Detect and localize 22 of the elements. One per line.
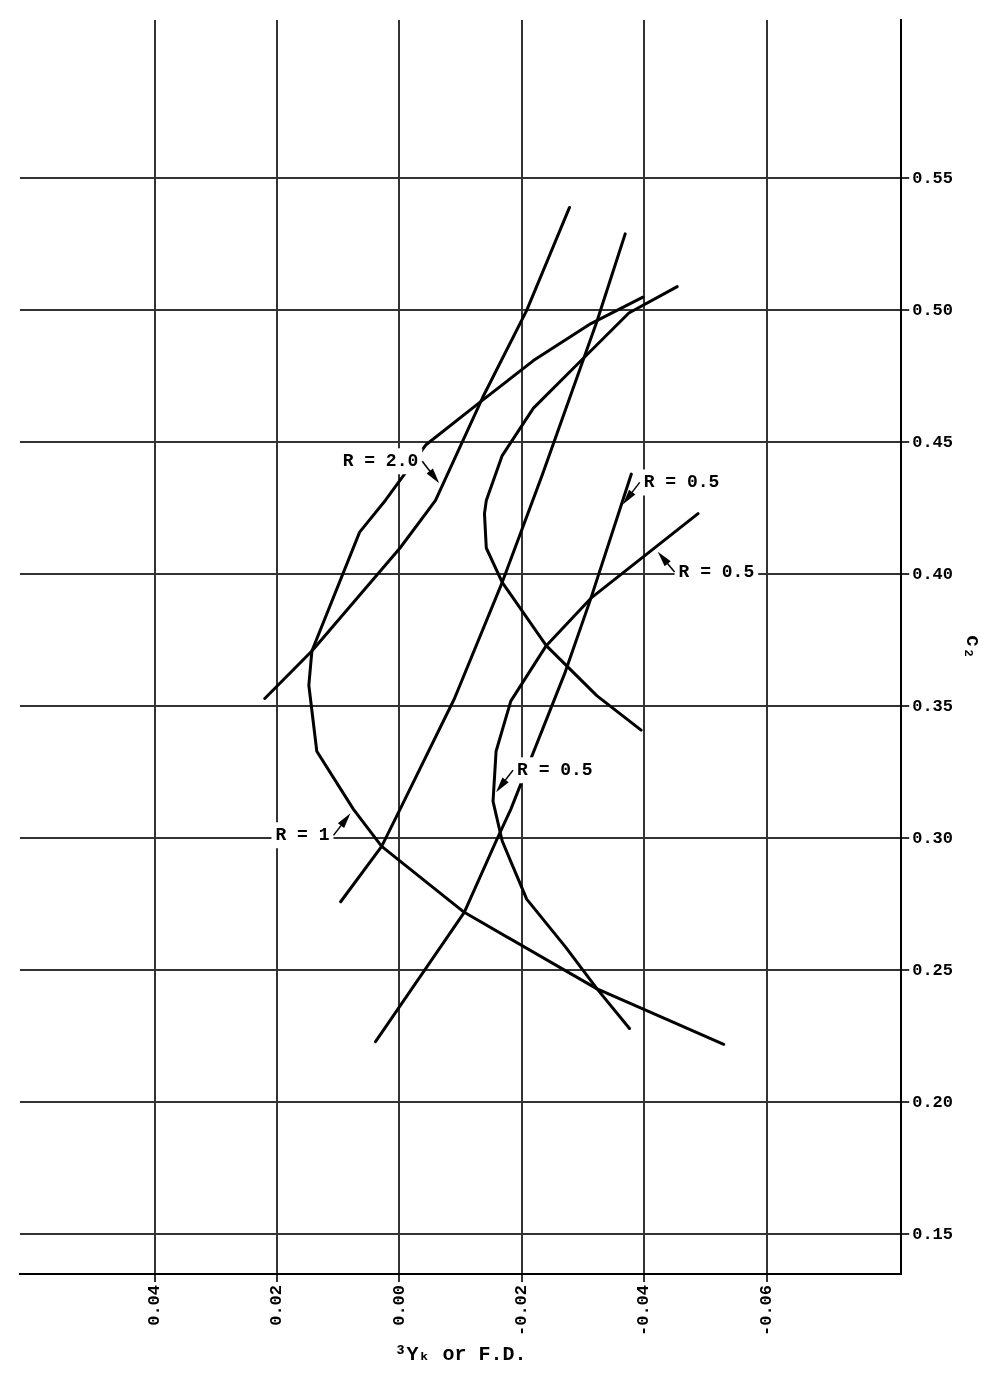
y-axis-title: c₂ — [960, 634, 984, 659]
x-tick-label: 0.00 — [389, 1284, 409, 1326]
y-tick-label: 0.15 — [912, 1224, 954, 1244]
y-tick-label: 0.55 — [912, 168, 954, 188]
annotation: R = 0.5 — [678, 561, 755, 582]
annotation: R = 2.0 — [342, 450, 419, 471]
x-tick-label: 0.02 — [267, 1284, 287, 1326]
x-tick-label: -0.02 — [512, 1284, 532, 1337]
y-tick-label: 0.30 — [912, 828, 954, 848]
y-tick-label: 0.50 — [912, 300, 954, 320]
annotation: R = 0.5 — [517, 759, 593, 780]
x-tick-label: 0.04 — [144, 1284, 164, 1326]
annotation: R = 0.5 — [643, 471, 720, 492]
y-tick-label: 0.25 — [912, 960, 954, 980]
x-tick-label: -0.04 — [634, 1284, 654, 1337]
y-tick-label: 0.45 — [912, 432, 954, 452]
y-tick-label: 0.35 — [912, 696, 954, 716]
x-axis-title: ³Yₖ or F.D. — [394, 1343, 527, 1367]
y-tick-label: 0.20 — [912, 1092, 954, 1112]
y-tick-label: 0.40 — [912, 564, 954, 584]
annotation: R = 1 — [275, 824, 330, 845]
x-tick-label: -0.06 — [756, 1284, 776, 1337]
